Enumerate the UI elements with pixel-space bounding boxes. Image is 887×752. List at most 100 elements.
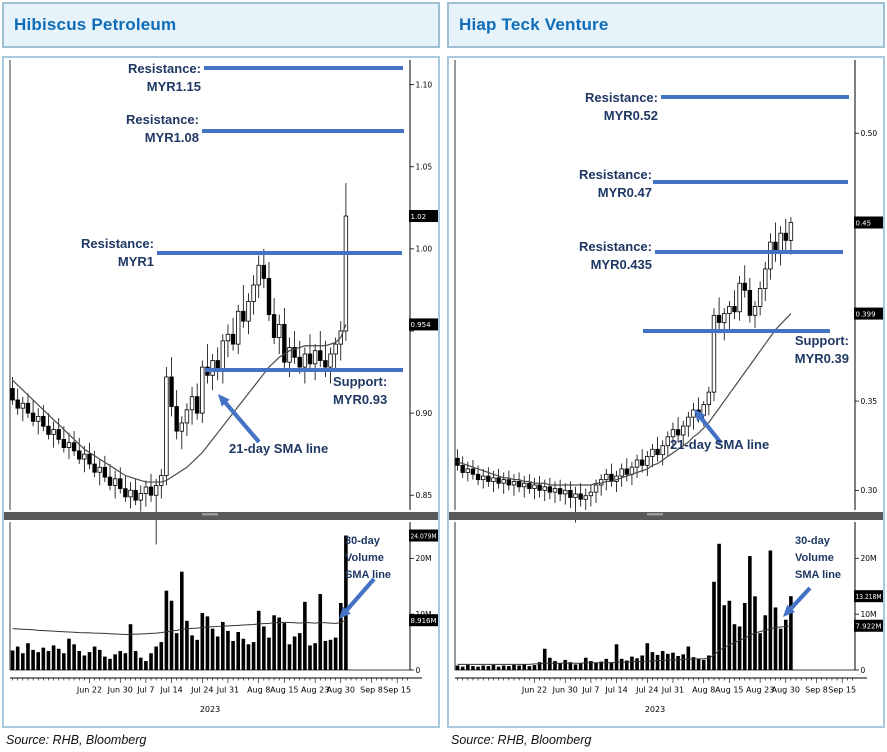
- svg-text:SMA line: SMA line: [795, 569, 841, 581]
- svg-text:Jun 30: Jun 30: [107, 686, 133, 695]
- svg-text:Resistance:: Resistance:: [585, 90, 658, 105]
- price-annotations: Resistance: MYR0.52 Resistance: MYR0.47 Resi…: [579, 90, 849, 452]
- svg-text:24.079M: 24.079M: [411, 532, 437, 540]
- candlesticks: [10, 183, 349, 545]
- chart-panel-hiapteck: Hiap Teck Venture 0.50 0.35 0.30 Resistance…: [447, 2, 885, 752]
- svg-text:13.218M: 13.218M: [856, 593, 882, 601]
- svg-text:Support:: Support:: [795, 333, 849, 348]
- panel-title-hiapteck: Hiap Teck Venture: [447, 2, 885, 48]
- svg-text:Aug 15: Aug 15: [270, 686, 298, 695]
- svg-text:8.916M: 8.916M: [411, 617, 437, 625]
- svg-text:2023: 2023: [645, 705, 665, 714]
- chart-box-hiapteck: 0.50 0.35 0.30 Resistance: MYR0.52 Resistance…: [447, 56, 885, 728]
- svg-text:Jul 31: Jul 31: [216, 686, 239, 695]
- svg-text:0.30: 0.30: [861, 486, 878, 495]
- svg-text:30-day: 30-day: [795, 535, 831, 547]
- svg-text:0.85: 0.85: [416, 491, 433, 500]
- svg-text:7.922M: 7.922M: [856, 623, 882, 631]
- x-axis: Jun 22 Jun 30 Jul 7 Jul 14 Jul 24 Jul 31 Aug 8…: [10, 677, 422, 714]
- svg-text:Sep 8: Sep 8: [805, 686, 828, 695]
- svg-text:Resistance:: Resistance:: [579, 239, 652, 254]
- svg-text:Aug 23: Aug 23: [746, 686, 774, 695]
- source-note-hibiscus: Source: RHB, Bloomberg: [6, 733, 147, 747]
- svg-text:Aug 8: Aug 8: [692, 686, 715, 695]
- candlesticks: [455, 217, 794, 523]
- panel-title-hibiscus: Hibiscus Petroleum: [2, 2, 440, 48]
- svg-text:Aug 8: Aug 8: [247, 686, 270, 695]
- volume-sma-line: [457, 625, 791, 665]
- svg-text:Volume: Volume: [345, 552, 384, 564]
- hibiscus-candlestick-volume-chart: 1.101.051.000.900.85Resistance:MYR1.15Re…: [4, 60, 438, 714]
- svg-text:0.90: 0.90: [416, 409, 433, 418]
- volume-markers: 24.079M 8.916M: [409, 529, 438, 627]
- svg-text:1.00: 1.00: [416, 245, 433, 254]
- svg-text:Aug 15: Aug 15: [715, 686, 743, 695]
- price-annotations: Resistance: MYR1.15 Resistance: MYR1.08 Resi…: [81, 61, 404, 456]
- svg-text:MYR0.52: MYR0.52: [604, 108, 658, 123]
- svg-text:0.45: 0.45: [856, 219, 872, 227]
- x-axis: Jun 22 Jun 30 Jul 7 Jul 14 Jul 24 Jul 31 Aug 8…: [455, 677, 867, 714]
- svg-text:20M: 20M: [416, 554, 432, 563]
- svg-text:0: 0: [416, 666, 421, 675]
- svg-text:20M: 20M: [861, 554, 877, 563]
- svg-text:10M: 10M: [861, 610, 877, 619]
- svg-text:Jul 7: Jul 7: [581, 686, 599, 695]
- svg-text:Jun 22: Jun 22: [521, 686, 547, 695]
- svg-text:Aug 30: Aug 30: [772, 686, 800, 695]
- svg-text:Jul 14: Jul 14: [159, 686, 182, 695]
- chart-panel-hibiscus: Hibiscus Petroleum 1.10 1.05 1.00 0.90 0.85 R…: [2, 2, 440, 752]
- svg-text:1.05: 1.05: [416, 163, 433, 172]
- svg-text:Sep 15: Sep 15: [828, 686, 856, 695]
- svg-text:Resistance:: Resistance:: [128, 61, 201, 76]
- svg-text:Aug 23: Aug 23: [301, 686, 329, 695]
- svg-text:MYR0.47: MYR0.47: [598, 185, 652, 200]
- svg-text:Jun 30: Jun 30: [552, 686, 578, 695]
- svg-text:Jul 14: Jul 14: [604, 686, 627, 695]
- volume-annotations: 30-day Volume SMA line: [783, 535, 841, 617]
- svg-text:SMA line: SMA line: [345, 569, 391, 581]
- svg-text:MYR1: MYR1: [118, 254, 154, 269]
- svg-text:Aug 30: Aug 30: [327, 686, 355, 695]
- svg-text:30-day: 30-day: [345, 535, 381, 547]
- svg-text:MYR1.15: MYR1.15: [147, 79, 201, 94]
- volume-annotations: 30-day Volume SMA line: [339, 535, 391, 619]
- hiapteck-candlestick-volume-chart: 0.500.350.30Resistance:MYR0.52Resistance…: [449, 60, 883, 714]
- svg-text:Support:: Support:: [333, 374, 387, 389]
- svg-text:Jul 24: Jul 24: [635, 686, 658, 695]
- svg-text:1.02: 1.02: [411, 213, 427, 221]
- svg-text:21-day SMA line: 21-day SMA line: [670, 437, 769, 452]
- svg-text:Sep 8: Sep 8: [360, 686, 383, 695]
- panel-separator: [449, 512, 883, 520]
- svg-text:MYR1.08: MYR1.08: [145, 130, 199, 145]
- svg-text:Jul 7: Jul 7: [136, 686, 154, 695]
- svg-text:MYR0.93: MYR0.93: [333, 392, 387, 407]
- svg-text:MYR0.39: MYR0.39: [795, 351, 849, 366]
- svg-text:Resistance:: Resistance:: [579, 167, 652, 182]
- volume-bars: [10, 535, 348, 670]
- svg-text:Resistance:: Resistance:: [126, 112, 199, 127]
- svg-text:Jun 22: Jun 22: [76, 686, 102, 695]
- svg-text:Sep 15: Sep 15: [383, 686, 411, 695]
- panel-title-text: Hiap Teck Venture: [459, 15, 609, 34]
- volume-bars: [455, 543, 793, 670]
- price-axis: 1.10 1.05 1.00 0.90 0.85: [9, 60, 433, 510]
- svg-text:Volume: Volume: [795, 552, 834, 564]
- svg-text:0: 0: [861, 666, 866, 675]
- price-markers: 0.45 0.399: [854, 216, 883, 320]
- svg-text:MYR0.435: MYR0.435: [591, 257, 652, 272]
- svg-text:1.10: 1.10: [416, 80, 433, 89]
- volume-markers: 13.218M 7.922M: [854, 590, 883, 632]
- svg-text:Jul 24: Jul 24: [190, 686, 213, 695]
- price-markers: 1.02 0.954: [409, 210, 438, 331]
- price-axis: 0.50 0.35 0.30: [454, 60, 878, 510]
- svg-text:0.35: 0.35: [861, 397, 878, 406]
- chart-box-hibiscus: 1.10 1.05 1.00 0.90 0.85 Resistance: MYR1.15 Re…: [2, 56, 440, 728]
- svg-text:21-day SMA line: 21-day SMA line: [229, 441, 328, 456]
- svg-text:Resistance:: Resistance:: [81, 236, 154, 251]
- volume-sma-line: [12, 619, 347, 636]
- panel-title-text: Hibiscus Petroleum: [14, 15, 177, 34]
- svg-text:2023: 2023: [200, 705, 220, 714]
- sma21-line: [12, 324, 347, 483]
- svg-text:Jul 31: Jul 31: [661, 686, 684, 695]
